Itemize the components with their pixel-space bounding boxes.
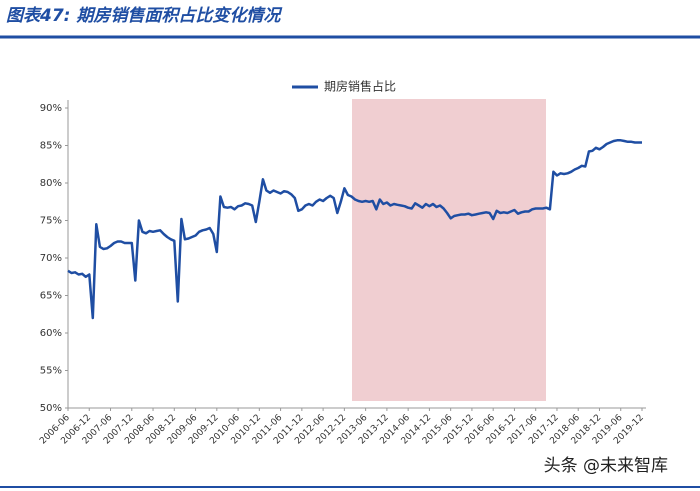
y-tick-label: 70% bbox=[40, 253, 62, 264]
watermark: 头条 @未来智库 bbox=[544, 456, 668, 476]
y-tick-label: 75% bbox=[40, 216, 62, 227]
series-line bbox=[67, 139, 642, 320]
legend-label: 期房销售占比 bbox=[324, 79, 396, 94]
highlight-band bbox=[352, 99, 546, 401]
y-tick-label: 85% bbox=[40, 141, 62, 152]
chart-title: 图表47: 期房销售面积占比变化情况 bbox=[6, 6, 283, 26]
y-tick-label: 65% bbox=[40, 291, 62, 302]
y-tick-label: 55% bbox=[40, 366, 62, 377]
y-tick-label: 50% bbox=[40, 403, 62, 414]
y-tick-label: 80% bbox=[40, 178, 62, 189]
y-tick-label: 60% bbox=[40, 328, 62, 339]
y-tick-label: 90% bbox=[40, 103, 62, 114]
